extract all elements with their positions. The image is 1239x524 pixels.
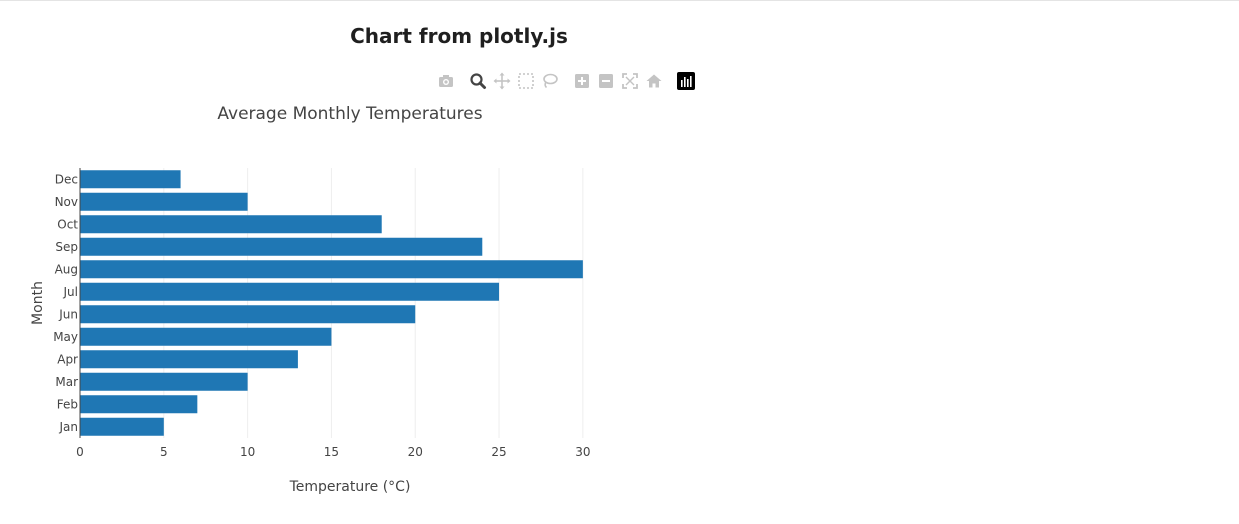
- lasso-select-button[interactable]: [540, 71, 560, 91]
- box-select-icon: [518, 73, 534, 89]
- y-tick-label: Jul: [63, 285, 78, 299]
- y-tick-label: Jan: [59, 420, 79, 434]
- y-tick-label: Jun: [58, 307, 78, 321]
- zoom-in-button[interactable]: [572, 71, 592, 91]
- lasso-select-icon: [543, 73, 558, 89]
- y-axis-ticks: Jan Feb Mar Apr May Jun Jul Aug Sep Oct Nov Dec: [53, 172, 78, 434]
- plotly-logo-icon: [677, 72, 695, 90]
- zoom-icon: [470, 73, 486, 89]
- bar-oct[interactable]: [80, 215, 382, 234]
- box-select-button[interactable]: [516, 71, 536, 91]
- autoscale-button[interactable]: [620, 71, 640, 91]
- x-tick-label: 25: [491, 445, 506, 459]
- bar-chart[interactable]: 0 5 10 15 20 25 30 Jan Feb Mar Apr May Jun Jul Aug Sep…: [0, 95, 700, 515]
- plotly-logo-button[interactable]: [676, 71, 696, 91]
- bar-feb[interactable]: [80, 395, 198, 414]
- reset-axes-button[interactable]: [644, 71, 664, 91]
- zoom-out-icon: [599, 74, 613, 88]
- x-tick-label: 5: [160, 445, 168, 459]
- bar-sep[interactable]: [80, 237, 483, 256]
- bar-may[interactable]: [80, 327, 332, 346]
- y-tick-label: Oct: [57, 217, 78, 231]
- y-axis-title: Month: [30, 281, 46, 325]
- bar-jul[interactable]: [80, 282, 500, 301]
- bar-jan[interactable]: [80, 417, 164, 436]
- reset-axes-icon: [646, 74, 662, 88]
- gridlines: [163, 168, 584, 438]
- x-tick-label: 15: [324, 445, 339, 459]
- camera-icon: [439, 75, 453, 87]
- y-tick-label: Mar: [55, 375, 78, 389]
- zoom-button[interactable]: [468, 71, 488, 91]
- bar-nov[interactable]: [80, 192, 248, 211]
- bar-dec[interactable]: [80, 170, 181, 189]
- y-tick-label: Feb: [57, 397, 78, 411]
- pan-icon: [493, 72, 511, 90]
- y-tick-label: Aug: [55, 262, 78, 276]
- zoom-out-button[interactable]: [596, 71, 616, 91]
- zoom-in-icon: [575, 74, 589, 88]
- y-tick-label: May: [53, 330, 78, 344]
- x-tick-label: 0: [76, 445, 84, 459]
- autoscale-icon: [622, 73, 638, 89]
- camera-button[interactable]: [436, 71, 456, 91]
- bar-aug[interactable]: [80, 260, 583, 279]
- y-tick-label: Nov: [55, 195, 78, 209]
- x-tick-label: 30: [575, 445, 590, 459]
- x-tick-label: 10: [240, 445, 255, 459]
- plot-modebar: [0, 71, 1239, 91]
- y-tick-label: Sep: [55, 240, 78, 254]
- chart-title: Average Monthly Temperatures: [217, 104, 482, 124]
- y-tick-label: Apr: [57, 352, 78, 366]
- bar-mar[interactable]: [80, 372, 248, 391]
- x-axis-title: Temperature (°C): [289, 479, 411, 495]
- page-title: Chart from plotly.js: [350, 24, 568, 48]
- x-tick-label: 20: [408, 445, 423, 459]
- bar-apr[interactable]: [80, 350, 298, 369]
- x-axis-ticks: 0 5 10 15 20 25 30: [76, 445, 590, 459]
- pan-button[interactable]: [492, 71, 512, 91]
- top-divider: [0, 0, 1239, 1]
- y-tick-label: Dec: [55, 172, 78, 186]
- bar-jun[interactable]: [80, 305, 416, 324]
- bars: [80, 170, 583, 436]
